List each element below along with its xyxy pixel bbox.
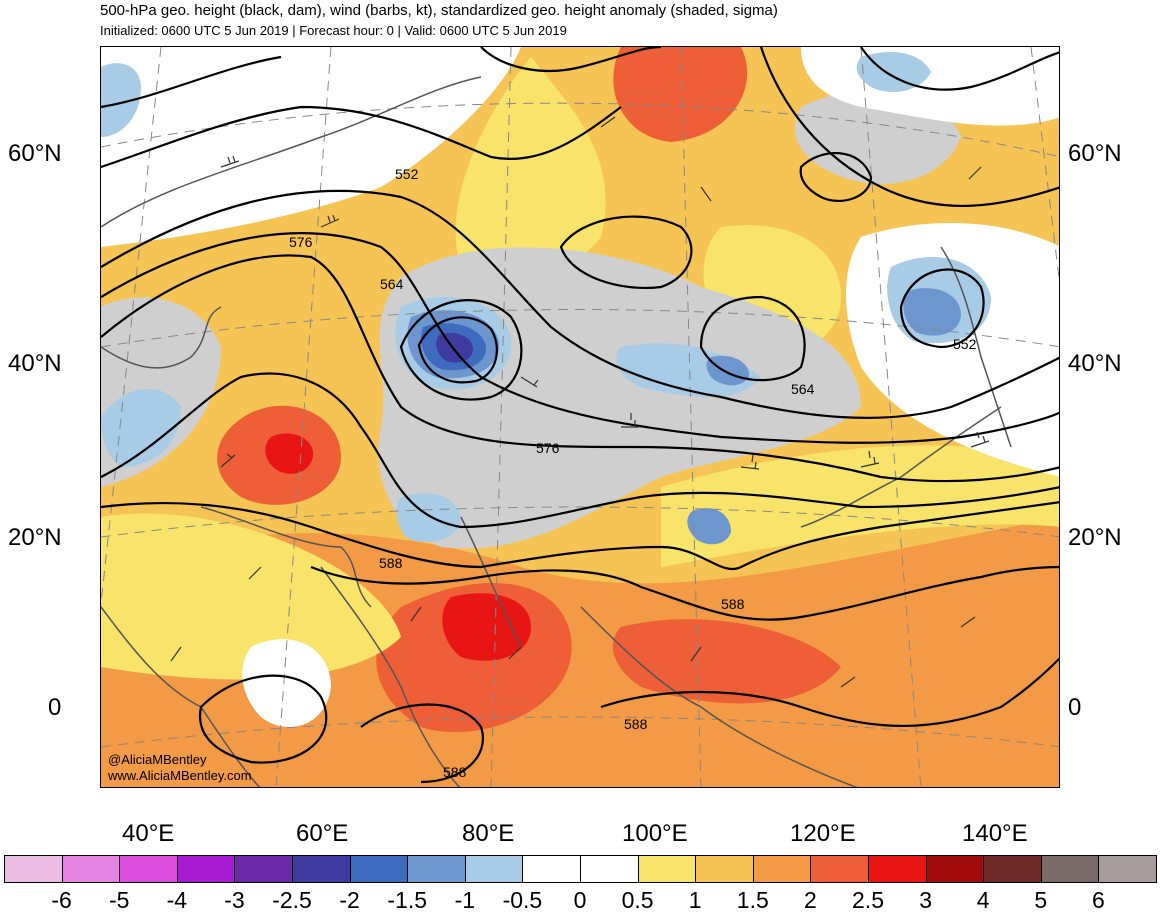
lat-label-20n-left: 20°N bbox=[8, 524, 62, 551]
colorbar-tick-label: -2 bbox=[339, 887, 360, 913]
colorbar-cell bbox=[4, 855, 63, 883]
figure-subtitle: Initialized: 0600 UTC 5 Jun 2019 | Forec… bbox=[100, 23, 567, 38]
colorbar-tick-label: 6 bbox=[1091, 887, 1105, 913]
lat-label-60n-left: 60°N bbox=[8, 140, 62, 167]
colorbar-tick-label: 0 bbox=[573, 887, 587, 913]
colorbar-cell bbox=[983, 855, 1042, 883]
lat-label-40n-left: 40°N bbox=[8, 350, 62, 377]
colorbar-cell bbox=[61, 855, 121, 883]
lat-label-0-left: 0 bbox=[48, 694, 62, 721]
colorbar-tick-label: -2.5 bbox=[272, 887, 312, 913]
lat-label-40n-right: 40°N bbox=[1068, 350, 1122, 377]
colorbar-cell bbox=[637, 855, 697, 883]
colorbar-tick-label: -1.5 bbox=[387, 887, 428, 913]
lon-label-40e: 40°E bbox=[122, 820, 175, 847]
wind-barbs bbox=[170, 116, 990, 688]
colorbar-tick-label: 1 bbox=[688, 887, 702, 913]
lat-label-20n-right: 20°N bbox=[1068, 524, 1122, 551]
colorbar-tick-label: 1.5 bbox=[736, 887, 769, 913]
colorbar-tick-label: 2 bbox=[803, 887, 817, 913]
colorbar bbox=[4, 855, 1157, 885]
anomaly-shading bbox=[101, 47, 1059, 787]
colorbar-cell bbox=[1040, 855, 1100, 883]
colorbar-cell bbox=[752, 855, 812, 883]
lon-label-120e: 120°E bbox=[790, 820, 856, 847]
lat-label-0-right: 0 bbox=[1068, 694, 1082, 721]
contour-label-588: 588 bbox=[443, 764, 467, 780]
colorbar-cell bbox=[407, 855, 466, 883]
colorbar-tick-label: 5 bbox=[1034, 887, 1048, 913]
colorbar-cell bbox=[292, 855, 351, 883]
colorbar-cell bbox=[580, 855, 639, 883]
colorbar-cell bbox=[522, 855, 581, 883]
contour-label-564: 564 bbox=[380, 276, 404, 292]
map-svg bbox=[101, 47, 1059, 787]
colorbar-tick-label: -4 bbox=[166, 887, 188, 913]
colorbar-tick-label: 0.5 bbox=[621, 887, 654, 913]
colorbar-cell bbox=[925, 855, 985, 883]
contour-label-552: 552 bbox=[953, 336, 977, 352]
map-panel: 552 576 564 564 576 588 588 588 588 552 bbox=[100, 46, 1060, 788]
lon-label-80e: 80°E bbox=[462, 820, 515, 847]
contour-label-588: 588 bbox=[379, 555, 403, 571]
colorbar-tick-label: 3 bbox=[919, 887, 932, 913]
lat-label-60n-right: 60°N bbox=[1068, 140, 1122, 167]
colorbar-cell bbox=[810, 855, 869, 883]
colorbar-tick-label: -0.5 bbox=[502, 887, 543, 913]
credit-handle: @AliciaMBentley bbox=[108, 752, 207, 767]
contour-label-564: 564 bbox=[791, 381, 815, 397]
colorbar-tick-label: 4 bbox=[976, 887, 990, 913]
figure-title: 500-hPa geo. height (black, dam), wind (… bbox=[100, 2, 778, 19]
colorbar-tick-label: -5 bbox=[108, 887, 130, 913]
colorbar-cell bbox=[119, 855, 178, 883]
contour-label-588: 588 bbox=[624, 716, 648, 732]
contour-label-576: 576 bbox=[289, 234, 313, 250]
graticule bbox=[101, 47, 1059, 787]
colorbar-tick-label: -1 bbox=[454, 887, 476, 913]
credit-website: www.AliciaMBentley.com bbox=[108, 768, 252, 783]
colorbar-tick-label: 2.5 bbox=[852, 887, 884, 913]
lon-label-60e: 60°E bbox=[296, 820, 349, 847]
colorbar-cell bbox=[868, 855, 927, 883]
colorbar-tick-label: -3 bbox=[224, 887, 245, 913]
colorbar-cell bbox=[695, 855, 754, 883]
colorbar-cell bbox=[176, 855, 236, 883]
colorbar-tick-label: -6 bbox=[51, 887, 72, 913]
colorbar-cell bbox=[349, 855, 409, 883]
contour-label-588: 588 bbox=[721, 596, 745, 612]
height-contours bbox=[101, 47, 1059, 784]
lon-label-100e: 100°E bbox=[622, 820, 688, 847]
contour-label-552: 552 bbox=[395, 166, 419, 182]
colorbar-cell bbox=[1098, 855, 1157, 883]
colorbar-cell bbox=[464, 855, 524, 883]
lon-label-140e: 140°E bbox=[962, 820, 1028, 847]
contour-label-576: 576 bbox=[536, 440, 560, 456]
colorbar-cell bbox=[234, 855, 293, 883]
